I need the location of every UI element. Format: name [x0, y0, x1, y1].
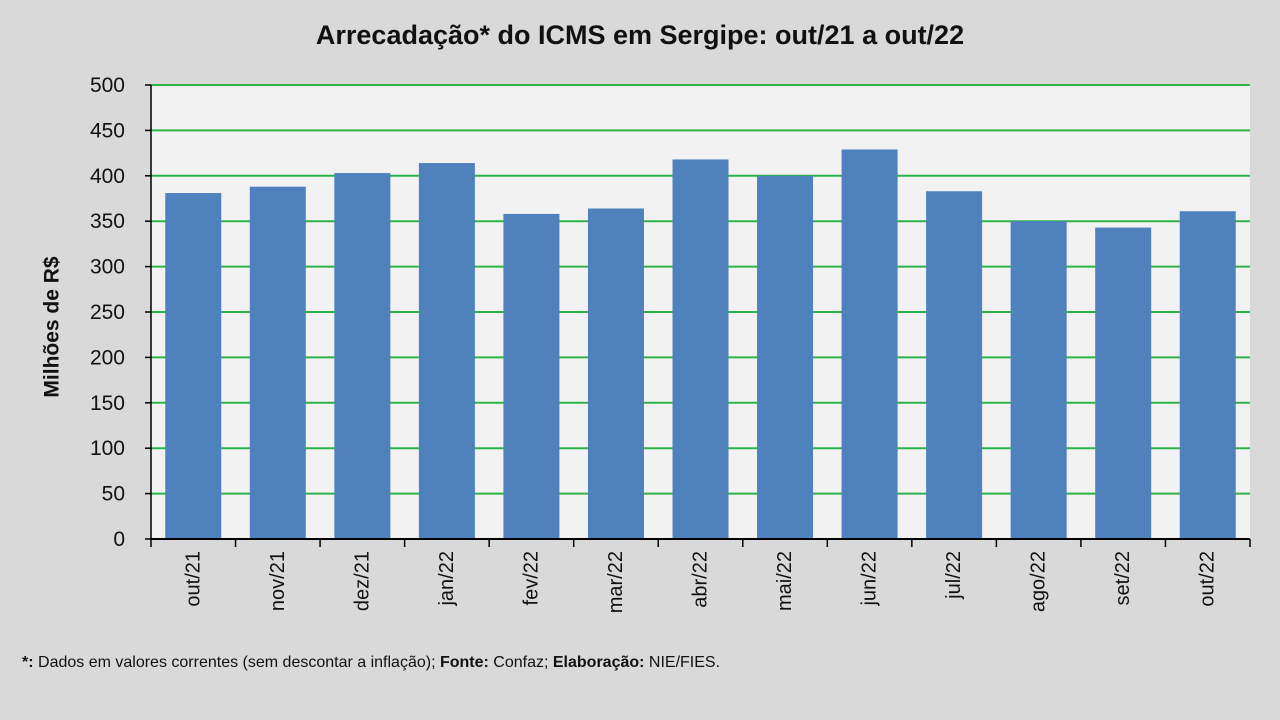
x-tick-label: mar/22 — [605, 551, 627, 613]
bar — [926, 191, 983, 539]
bar — [1095, 227, 1152, 539]
bar — [334, 173, 391, 540]
y-tick-label: 450 — [90, 119, 125, 142]
x-tick-label: out/22 — [1197, 551, 1219, 607]
y-tick-label: 200 — [90, 346, 125, 369]
bar — [1010, 221, 1067, 539]
y-tick-label: 150 — [90, 392, 125, 415]
bar — [249, 186, 306, 540]
x-tick-label: fev/22 — [520, 551, 542, 605]
x-tick-label: jun/22 — [859, 551, 881, 607]
y-tick-label: 50 — [102, 483, 125, 506]
footnote: *: Dados em valores correntes (sem desco… — [22, 654, 720, 672]
bar — [757, 175, 814, 540]
x-tick-label: out/21 — [182, 551, 204, 607]
y-tick-label: 0 — [113, 528, 125, 551]
y-tick-label: 100 — [90, 437, 125, 460]
x-tick-label: nov/21 — [267, 551, 289, 611]
x-tick-label: jul/22 — [943, 551, 965, 600]
y-tick-label: 500 — [90, 74, 125, 97]
bar — [165, 193, 222, 539]
footnote-source: Confaz; — [488, 654, 553, 671]
bar — [587, 208, 644, 539]
x-tick-label: mai/22 — [774, 551, 796, 611]
footnote-credit-label: Elaboração: — [552, 654, 645, 671]
bar — [418, 163, 475, 539]
bar — [1179, 211, 1236, 539]
footnote-source-label: Fonte: — [439, 654, 489, 671]
x-tick-label: dez/21 — [351, 551, 373, 611]
chart-title: Arrecadação* do ICMS em Sergipe: out/21 … — [315, 20, 965, 50]
footnote-marker: *: — [22, 654, 34, 671]
x-tick-label: set/22 — [1112, 551, 1134, 605]
bar — [503, 213, 560, 539]
bar — [672, 159, 729, 539]
y-axis-title: Milhões de R$ — [41, 256, 64, 398]
footnote-credit: NIE/FIES. — [644, 654, 721, 671]
x-tick-label: ago/22 — [1028, 551, 1050, 612]
y-tick-label: 300 — [90, 256, 125, 279]
bar — [841, 149, 898, 539]
x-tick-label: jan/22 — [436, 551, 458, 607]
y-tick-label: 400 — [90, 165, 125, 188]
x-tick-label: abr/22 — [690, 551, 712, 608]
footnote-note: Dados em valores correntes (sem desconta… — [33, 654, 440, 671]
y-tick-label: 350 — [90, 210, 125, 233]
y-tick-label: 250 — [90, 301, 125, 324]
